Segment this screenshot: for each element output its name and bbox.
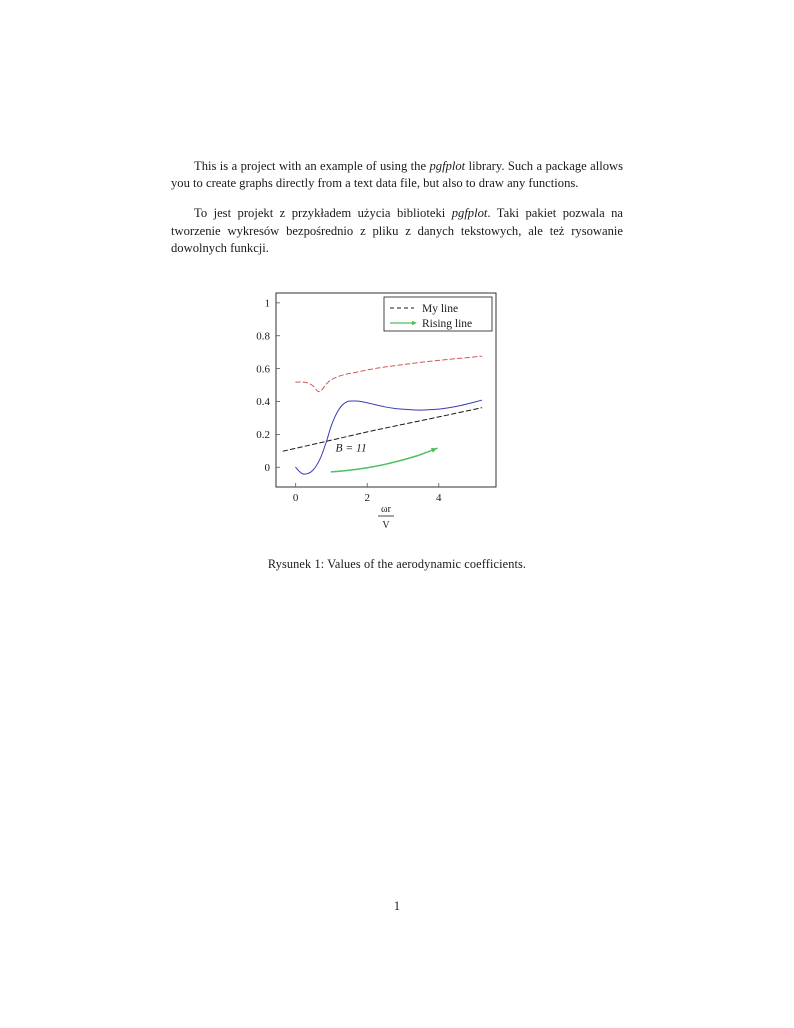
chart-line-my-line <box>282 407 483 452</box>
text-segment: pgfplot <box>451 206 488 221</box>
y-axis-ticks: 0 0.2 0.4 0.6 0.8 1 <box>256 298 280 474</box>
chart-series-layer <box>282 355 483 475</box>
body-text-column: This is a project with an example of usi… <box>171 158 623 270</box>
text-segment: . Taki pakiet pozwala na tworzenie wykre… <box>171 206 624 255</box>
y-tick-label: 1 <box>265 298 271 310</box>
y-tick-label: 0.6 <box>256 363 270 375</box>
chart-plot-area: 0 0.2 0.4 0.6 0.8 1 0 2 4 B = 11 My line Rising … <box>247 283 547 545</box>
y-tick-label: 0.8 <box>256 330 270 342</box>
x-tick-label: 2 <box>364 492 370 504</box>
chart-annotation-layer: B = 11 <box>336 443 367 455</box>
y-tick-label: 0 <box>265 462 271 474</box>
chart-line-blue-coefficient <box>295 399 483 475</box>
chart-line-rising-line <box>330 447 438 473</box>
text-segment: This is a project with an example of usi… <box>194 159 430 173</box>
figure-block: 0 0.2 0.4 0.6 0.8 1 0 2 4 B = 11 My line Rising … <box>0 283 794 572</box>
paragraph-english: This is a project with an example of usi… <box>171 158 623 192</box>
figure-caption: Rysunek 1: Values of the aerodynamic coe… <box>267 557 527 571</box>
x-axis-label: ωr V <box>378 504 394 531</box>
legend-arrow-icon <box>412 320 417 326</box>
page-number: 1 <box>393 899 401 913</box>
legend-label-rising-line: Rising line <box>422 318 472 330</box>
x-axis-label-numerator: ωr <box>381 504 392 515</box>
aerodynamic-coefficients-chart: 0 0.2 0.4 0.6 0.8 1 0 2 4 B = 11 My line Rising … <box>256 292 497 531</box>
x-axis-label-denominator: V <box>382 520 390 531</box>
legend-label-my-line: My line <box>422 303 458 315</box>
plot-frame <box>275 292 497 488</box>
text-segment: library. Such a package allows you to cr… <box>171 159 623 191</box>
rising-line-arrow-icon <box>430 447 437 453</box>
y-tick-label: 0.2 <box>256 429 270 441</box>
x-axis-ticks: 0 2 4 <box>293 483 442 504</box>
x-tick-label: 0 <box>293 492 299 504</box>
chart-line-red-coefficient <box>295 355 483 393</box>
x-tick-label: 4 <box>436 492 442 504</box>
paragraph-polish: To jest projekt z przykładem użycia bibl… <box>171 205 623 257</box>
chart-legend: My line Rising line <box>383 296 493 332</box>
text-segment: pgfplot <box>429 159 466 173</box>
legend-box <box>383 296 493 332</box>
text-segment: To jest projekt z przykładem użycia bibl… <box>194 206 452 221</box>
y-tick-label: 0.4 <box>256 396 270 408</box>
chart-annotation-b-value: B = 11 <box>336 443 367 455</box>
